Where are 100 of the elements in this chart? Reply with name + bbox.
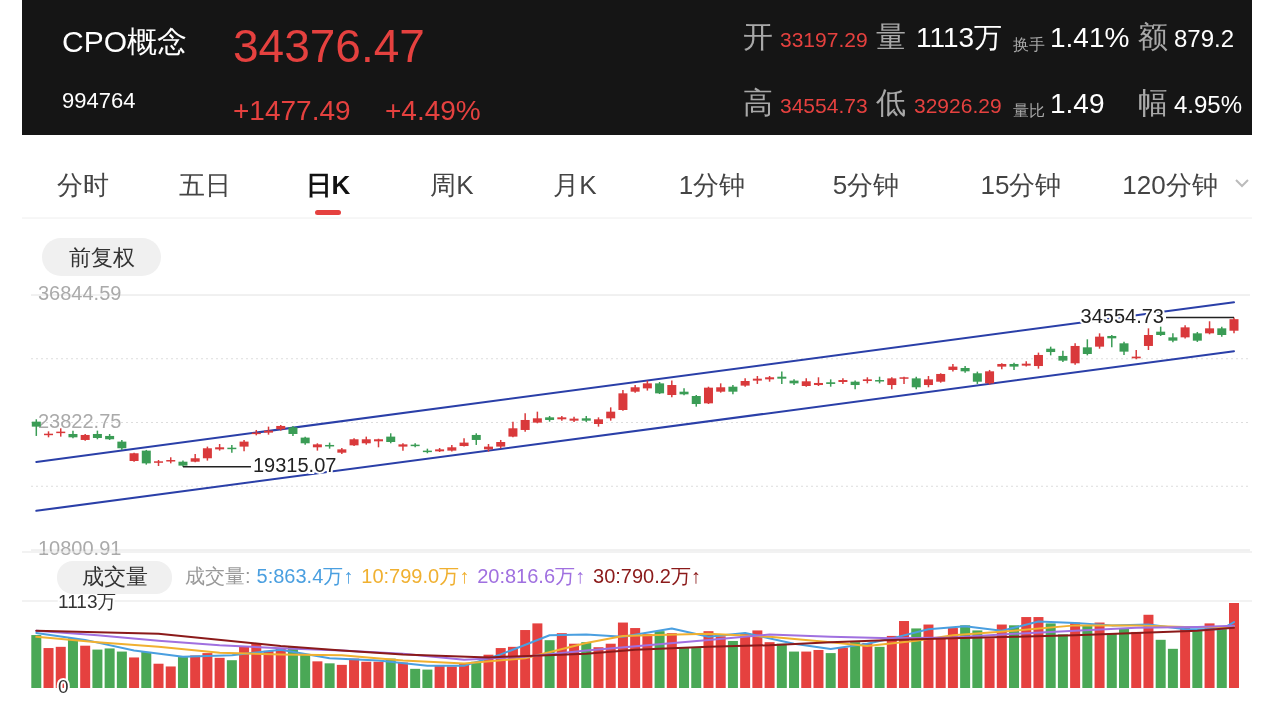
text: 1.49 — [1050, 88, 1105, 119]
bar — [1216, 629, 1227, 688]
annotation: 19315.07 — [252, 453, 337, 476]
text: 幅 — [1138, 86, 1168, 119]
bar — [324, 663, 335, 688]
text: CPO概念 — [62, 25, 188, 58]
candlestick — [398, 442, 408, 452]
y-tick-label: 36844.59 — [38, 282, 122, 305]
bar — [300, 653, 311, 688]
y-tick-label: 23822.75 — [38, 409, 122, 432]
bar — [1082, 625, 1093, 688]
bar — [972, 630, 983, 688]
bar — [214, 657, 225, 688]
text: 1.41% — [1050, 22, 1130, 53]
bar — [336, 664, 347, 688]
text: 1113万 — [916, 22, 1003, 53]
bar — [312, 661, 323, 688]
text: 10:799.0万↑ — [361, 565, 470, 588]
bar — [165, 666, 176, 688]
text: 4.95% — [1174, 91, 1243, 118]
candlestick — [899, 375, 909, 385]
bar — [935, 638, 946, 688]
bar — [67, 638, 78, 688]
bar — [947, 628, 958, 688]
bar — [202, 653, 213, 688]
bar — [532, 623, 543, 688]
text: 高 — [743, 86, 773, 119]
bar — [862, 642, 873, 688]
text: 32926.29 — [914, 94, 1002, 117]
bar — [1119, 628, 1130, 688]
bar — [1155, 639, 1166, 688]
bar — [801, 651, 812, 688]
text: 换手 — [1013, 36, 1045, 53]
text: 120分钟 — [1122, 170, 1218, 200]
text: 34376.47 — [233, 20, 425, 72]
bar — [104, 648, 115, 688]
candlestick — [1070, 342, 1080, 366]
bar — [715, 636, 726, 688]
text: +1477.49 — [233, 95, 351, 126]
bar — [263, 650, 274, 688]
candlestick — [520, 412, 530, 433]
text: 30:790.2万↑ — [593, 565, 701, 588]
text: 34554.73 — [780, 94, 868, 117]
text: +4.49% — [385, 95, 481, 126]
bar — [92, 649, 103, 688]
text: 低 — [876, 86, 906, 119]
text: 月K — [553, 170, 598, 200]
text: 33197.29 — [780, 28, 868, 51]
legend-title: 成交量: — [185, 565, 251, 588]
bar — [434, 665, 445, 688]
bar — [373, 661, 384, 688]
bar — [825, 653, 836, 688]
text: 5分钟 — [832, 170, 900, 200]
bar — [837, 647, 848, 688]
bar — [129, 657, 140, 688]
bar — [446, 666, 457, 688]
bar — [190, 655, 201, 688]
bar — [43, 648, 54, 688]
text: 分时 — [57, 170, 109, 200]
bar — [471, 661, 482, 688]
bar — [850, 642, 861, 688]
bar — [727, 640, 738, 688]
candlestick — [1021, 360, 1031, 368]
bar — [1045, 623, 1056, 688]
text: 开 — [743, 20, 773, 53]
bar — [31, 635, 42, 688]
text: 前复权 — [68, 245, 135, 270]
text: 五日 — [179, 170, 231, 200]
candlestick — [948, 363, 958, 373]
bar — [1167, 648, 1178, 688]
text: 994764 — [62, 88, 136, 113]
bar — [1192, 631, 1203, 688]
bar — [544, 640, 555, 688]
text: 879.2 — [1174, 25, 1235, 52]
bar — [874, 646, 885, 688]
text: 1分钟 — [678, 170, 746, 200]
bar — [177, 657, 188, 688]
bar — [923, 624, 934, 688]
text: 20:816.6万↑ — [477, 565, 586, 588]
candlestick — [1143, 327, 1153, 351]
bar — [1229, 603, 1239, 688]
bar — [397, 662, 408, 688]
bar — [813, 649, 824, 688]
bar — [1131, 631, 1142, 688]
bar — [911, 628, 922, 688]
text: 15分钟 — [980, 170, 1062, 200]
bar — [226, 660, 237, 688]
bar — [349, 658, 360, 688]
bar — [691, 648, 702, 688]
bar — [422, 669, 433, 688]
candlestick — [838, 377, 848, 385]
bar — [1057, 634, 1068, 688]
bar — [1106, 633, 1117, 688]
candlestick — [777, 370, 787, 385]
text: 量 — [876, 20, 906, 53]
bar — [361, 661, 372, 688]
bar — [764, 642, 775, 688]
y-tick-label: 1113万 — [58, 591, 117, 613]
bar — [789, 651, 800, 688]
text: 额 — [1138, 20, 1168, 53]
